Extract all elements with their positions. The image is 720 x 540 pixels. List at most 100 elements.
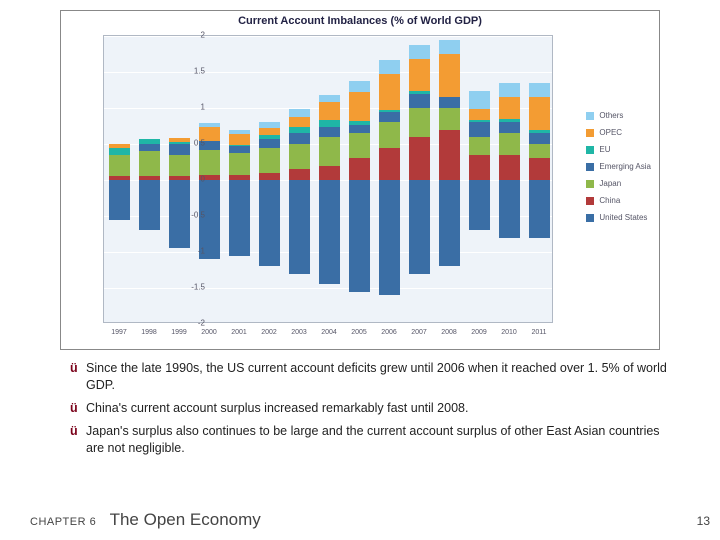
bar-segment [109,212,130,219]
legend-item: Japan [586,179,651,188]
x-tick-label: 2011 [531,329,546,336]
bar-segment [439,130,460,180]
page-number: 13 [697,514,710,528]
note-item: ü China's current account surplus increa… [70,400,680,417]
bar-segment [349,81,370,92]
bar-segment [289,169,310,180]
legend-item: Emerging Asia [586,162,651,171]
bar-segment [469,155,490,180]
bar-segment [289,180,310,274]
bar-segment [469,109,490,120]
legend-label: China [599,196,620,205]
bar-group [439,36,460,322]
bar-segment [469,180,490,230]
bar-segment [379,180,400,295]
legend-swatch [586,163,594,171]
bar-group [379,36,400,322]
legend-item: Others [586,111,651,120]
bar-segment [529,97,550,129]
y-tick-label: 0.5 [175,139,205,148]
bar-segment [319,127,340,136]
bar-segment [109,155,130,177]
bar-segment [469,91,490,109]
bar-segment [139,139,160,144]
x-tick-label: 2010 [501,329,517,336]
footer-left: CHAPTER 6 The Open Economy [30,510,261,530]
check-icon: ü [70,400,78,417]
bar-segment [349,92,370,121]
x-tick-label: 2009 [471,329,487,336]
bar-segment [289,133,310,144]
legend-swatch [586,197,594,205]
grid-line [104,324,552,325]
bar-segment [529,83,550,97]
legend-item: OPEC [586,128,651,137]
bar-segment [409,59,430,91]
bar-segment [289,117,310,128]
bar-group [499,36,520,322]
bar-segment [349,133,370,158]
bar-group [259,36,280,322]
y-tick-label: -2 [175,319,205,328]
legend-swatch [586,112,594,120]
chart-title: Current Account Imbalances (% of World G… [61,15,659,27]
bar-segment [109,148,130,155]
bar-segment [229,180,250,256]
check-icon: ü [70,423,78,440]
y-tick-label: 2 [175,31,205,40]
legend-label: Others [599,111,623,120]
bar-group [109,36,130,322]
x-tick-label: 2000 [201,329,217,336]
bar-segment [379,110,400,111]
bar-segment [229,146,250,153]
bar-segment [319,180,340,284]
bar-group [469,36,490,322]
bar-segment [439,108,460,130]
note-text: Since the late 1990s, the US current acc… [86,361,667,392]
plot-area: 1997199819992000200120022003200420052006… [103,35,553,323]
bar-segment [409,91,430,93]
bar-segment [439,54,460,97]
note-item: ü Japan's surplus also continues to be l… [70,423,680,457]
bar-segment [409,180,430,274]
bar-segment [529,133,550,144]
x-tick-label: 1998 [141,329,157,336]
bar-segment [349,125,370,134]
y-tick-label: -0.5 [175,211,205,220]
bar-segment [499,155,520,180]
bar-segment [319,137,340,166]
bar-segment [259,128,280,135]
bar-segment [139,144,160,151]
bar-group [349,36,370,322]
bar-segment [469,120,490,122]
bar-segment [379,74,400,110]
bar-segment [229,145,250,146]
bar-segment [529,158,550,180]
legend-label: Emerging Asia [599,162,651,171]
bar-segment [199,123,220,127]
bar-segment [469,122,490,136]
x-tick-label: 2006 [381,329,397,336]
bar-segment [409,108,430,137]
legend-swatch [586,214,594,222]
bar-group [289,36,310,322]
bar-segment [379,60,400,74]
bar-segment [469,137,490,155]
bar-segment [349,121,370,125]
x-tick-label: 2005 [351,329,367,336]
bar-segment [499,119,520,123]
legend-label: Japan [599,179,621,188]
legend-swatch [586,129,594,137]
x-tick-label: 2008 [441,329,457,336]
legend-swatch [586,180,594,188]
note-item: ü Since the late 1990s, the US current a… [70,360,680,394]
x-tick-label: 2001 [231,329,247,336]
bar-group [139,36,160,322]
bar-segment [229,130,250,134]
bar-group [529,36,550,322]
y-tick-label: 1.5 [175,67,205,76]
bar-segment [499,133,520,155]
bar-segment [349,158,370,180]
x-tick-label: 2004 [321,329,337,336]
chart-container: Current Account Imbalances (% of World G… [60,10,660,350]
